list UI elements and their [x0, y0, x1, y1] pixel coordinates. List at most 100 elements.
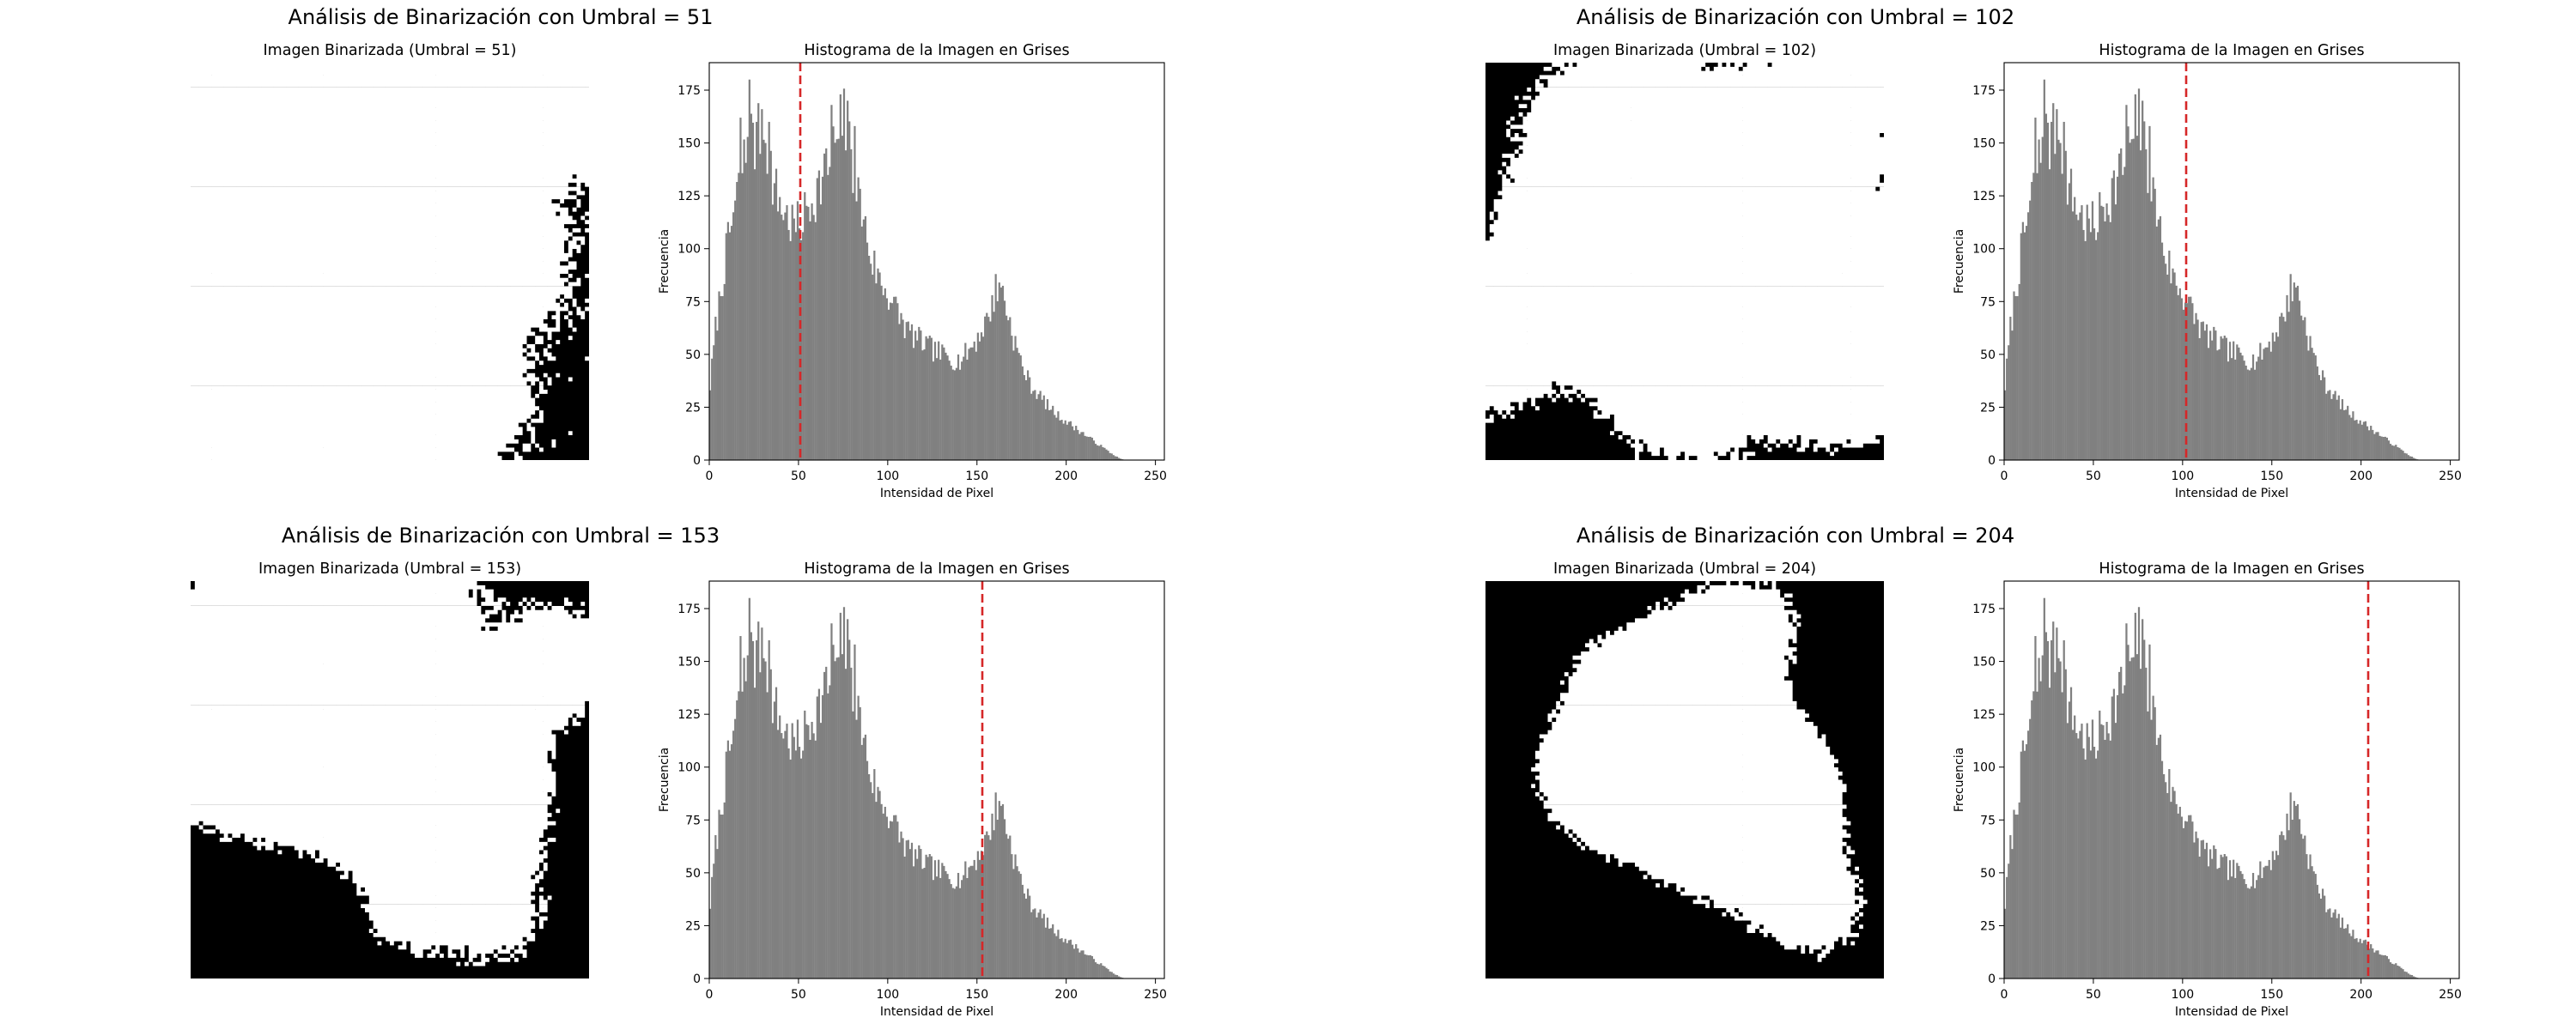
y-tick-label: 0 — [1988, 972, 1996, 986]
histogram-bar — [1032, 909, 1035, 978]
histogram-bar — [2348, 933, 2351, 978]
histogram-bar — [870, 264, 872, 460]
x-tick-label: 150 — [965, 988, 988, 1002]
histogram-bar — [2172, 786, 2174, 978]
histogram-bar — [1055, 417, 1058, 460]
histogram-bar — [730, 226, 733, 460]
histogram-bar — [794, 750, 797, 978]
histogram-bar — [2075, 733, 2078, 978]
y-tick-label: 50 — [1980, 348, 1996, 362]
histogram-bar — [866, 242, 869, 460]
histogram-bar — [814, 740, 817, 978]
histogram-bar — [2324, 895, 2326, 978]
histogram-bar — [2182, 827, 2185, 978]
histogram-bar — [759, 154, 762, 461]
histogram-bar — [779, 715, 781, 978]
histogram-bar — [805, 724, 808, 978]
histogram-bar — [1071, 426, 1074, 460]
histogram-bar — [1014, 336, 1017, 460]
histogram-bar — [855, 719, 858, 978]
histogram-bar — [746, 655, 749, 978]
histogram-bar — [859, 188, 861, 461]
histogram-bar — [2327, 391, 2330, 460]
histogram-bar — [2114, 723, 2117, 978]
histogram-bar — [2190, 815, 2192, 978]
histogram-bar — [816, 696, 818, 978]
histogram-bar — [734, 200, 737, 460]
histogram-bar — [895, 815, 897, 978]
histogram-bar — [2257, 875, 2260, 978]
histogram-bar — [2382, 955, 2385, 978]
histogram-bar — [2402, 451, 2404, 460]
histogram-bar — [2021, 740, 2025, 978]
histogram-bar — [1107, 969, 1109, 978]
histogram-bar — [827, 693, 829, 978]
histogram-bar — [1098, 964, 1101, 978]
histogram-bar — [854, 125, 856, 460]
histogram-bar — [796, 201, 799, 461]
histogram-bar — [986, 312, 988, 460]
histogram-bar — [2261, 877, 2263, 978]
histogram-bar — [1069, 421, 1072, 460]
histogram-bar — [2238, 347, 2240, 460]
histogram-bar — [898, 842, 901, 978]
histogram-bar — [2159, 734, 2162, 978]
histogram-bar — [2125, 623, 2128, 978]
histogram-bar — [2337, 395, 2340, 460]
histogram-bar — [2068, 701, 2071, 978]
histogram-title: Histograma de la Imagen en Grises — [2099, 560, 2364, 578]
histogram-bar — [893, 296, 896, 460]
histogram-bar — [2177, 813, 2179, 978]
histogram-bar — [1060, 420, 1063, 460]
histogram-bar — [2263, 348, 2265, 460]
histogram-bar — [2321, 370, 2324, 460]
histogram-bar — [2178, 806, 2181, 978]
histogram-bar — [757, 103, 760, 461]
histogram-bar — [2031, 700, 2033, 978]
histogram-bar — [757, 621, 760, 978]
histogram-bar — [2116, 176, 2119, 460]
histogram-bar — [714, 316, 717, 460]
histogram-bar — [759, 672, 762, 978]
histogram-bar — [1066, 424, 1068, 460]
histogram-bar — [852, 192, 854, 460]
histogram-bar — [848, 639, 851, 978]
histogram-bar — [2150, 719, 2153, 978]
histogram-bar — [2046, 640, 2050, 978]
histogram-bar — [2173, 791, 2176, 978]
histogram-bar — [880, 803, 883, 978]
histogram-bar — [2271, 851, 2274, 978]
histogram-bar — [750, 113, 753, 461]
histogram-bar — [1023, 374, 1026, 460]
histogram-bar — [2246, 888, 2249, 978]
histogram-bar — [2071, 730, 2075, 978]
histogram-bar — [2377, 432, 2379, 460]
histogram-bar — [948, 879, 951, 978]
histogram-bar — [920, 330, 922, 460]
histogram-bar — [2256, 361, 2258, 460]
histogram-bar — [1048, 409, 1051, 460]
histogram-bar — [872, 274, 874, 460]
histogram-bar — [837, 138, 840, 460]
histogram-bar — [2261, 359, 2263, 460]
y-tick-label: 150 — [1972, 137, 1996, 151]
histogram-bar — [975, 869, 977, 978]
histogram-bar — [2188, 296, 2190, 460]
image-title: Imagen Binarizada (Umbral = 102) — [1553, 42, 1816, 59]
histogram-bar — [789, 759, 792, 978]
histogram-bar — [2105, 203, 2108, 460]
histogram-bar — [1005, 833, 1008, 978]
y-tick-label: 100 — [1972, 761, 1996, 775]
histogram-bar — [982, 336, 985, 460]
histogram-bar — [2071, 211, 2075, 461]
histogram-bar — [857, 695, 860, 978]
histogram-bar — [787, 748, 790, 978]
histogram-bar — [2286, 294, 2288, 460]
histogram-bar — [916, 340, 919, 460]
histogram-bar — [1107, 451, 1109, 460]
histogram-bar — [2087, 736, 2090, 978]
histogram-bar — [963, 356, 965, 460]
y-tick-label: 125 — [1972, 190, 1996, 203]
histogram-bar — [2099, 710, 2101, 978]
histogram-bar — [907, 321, 909, 460]
